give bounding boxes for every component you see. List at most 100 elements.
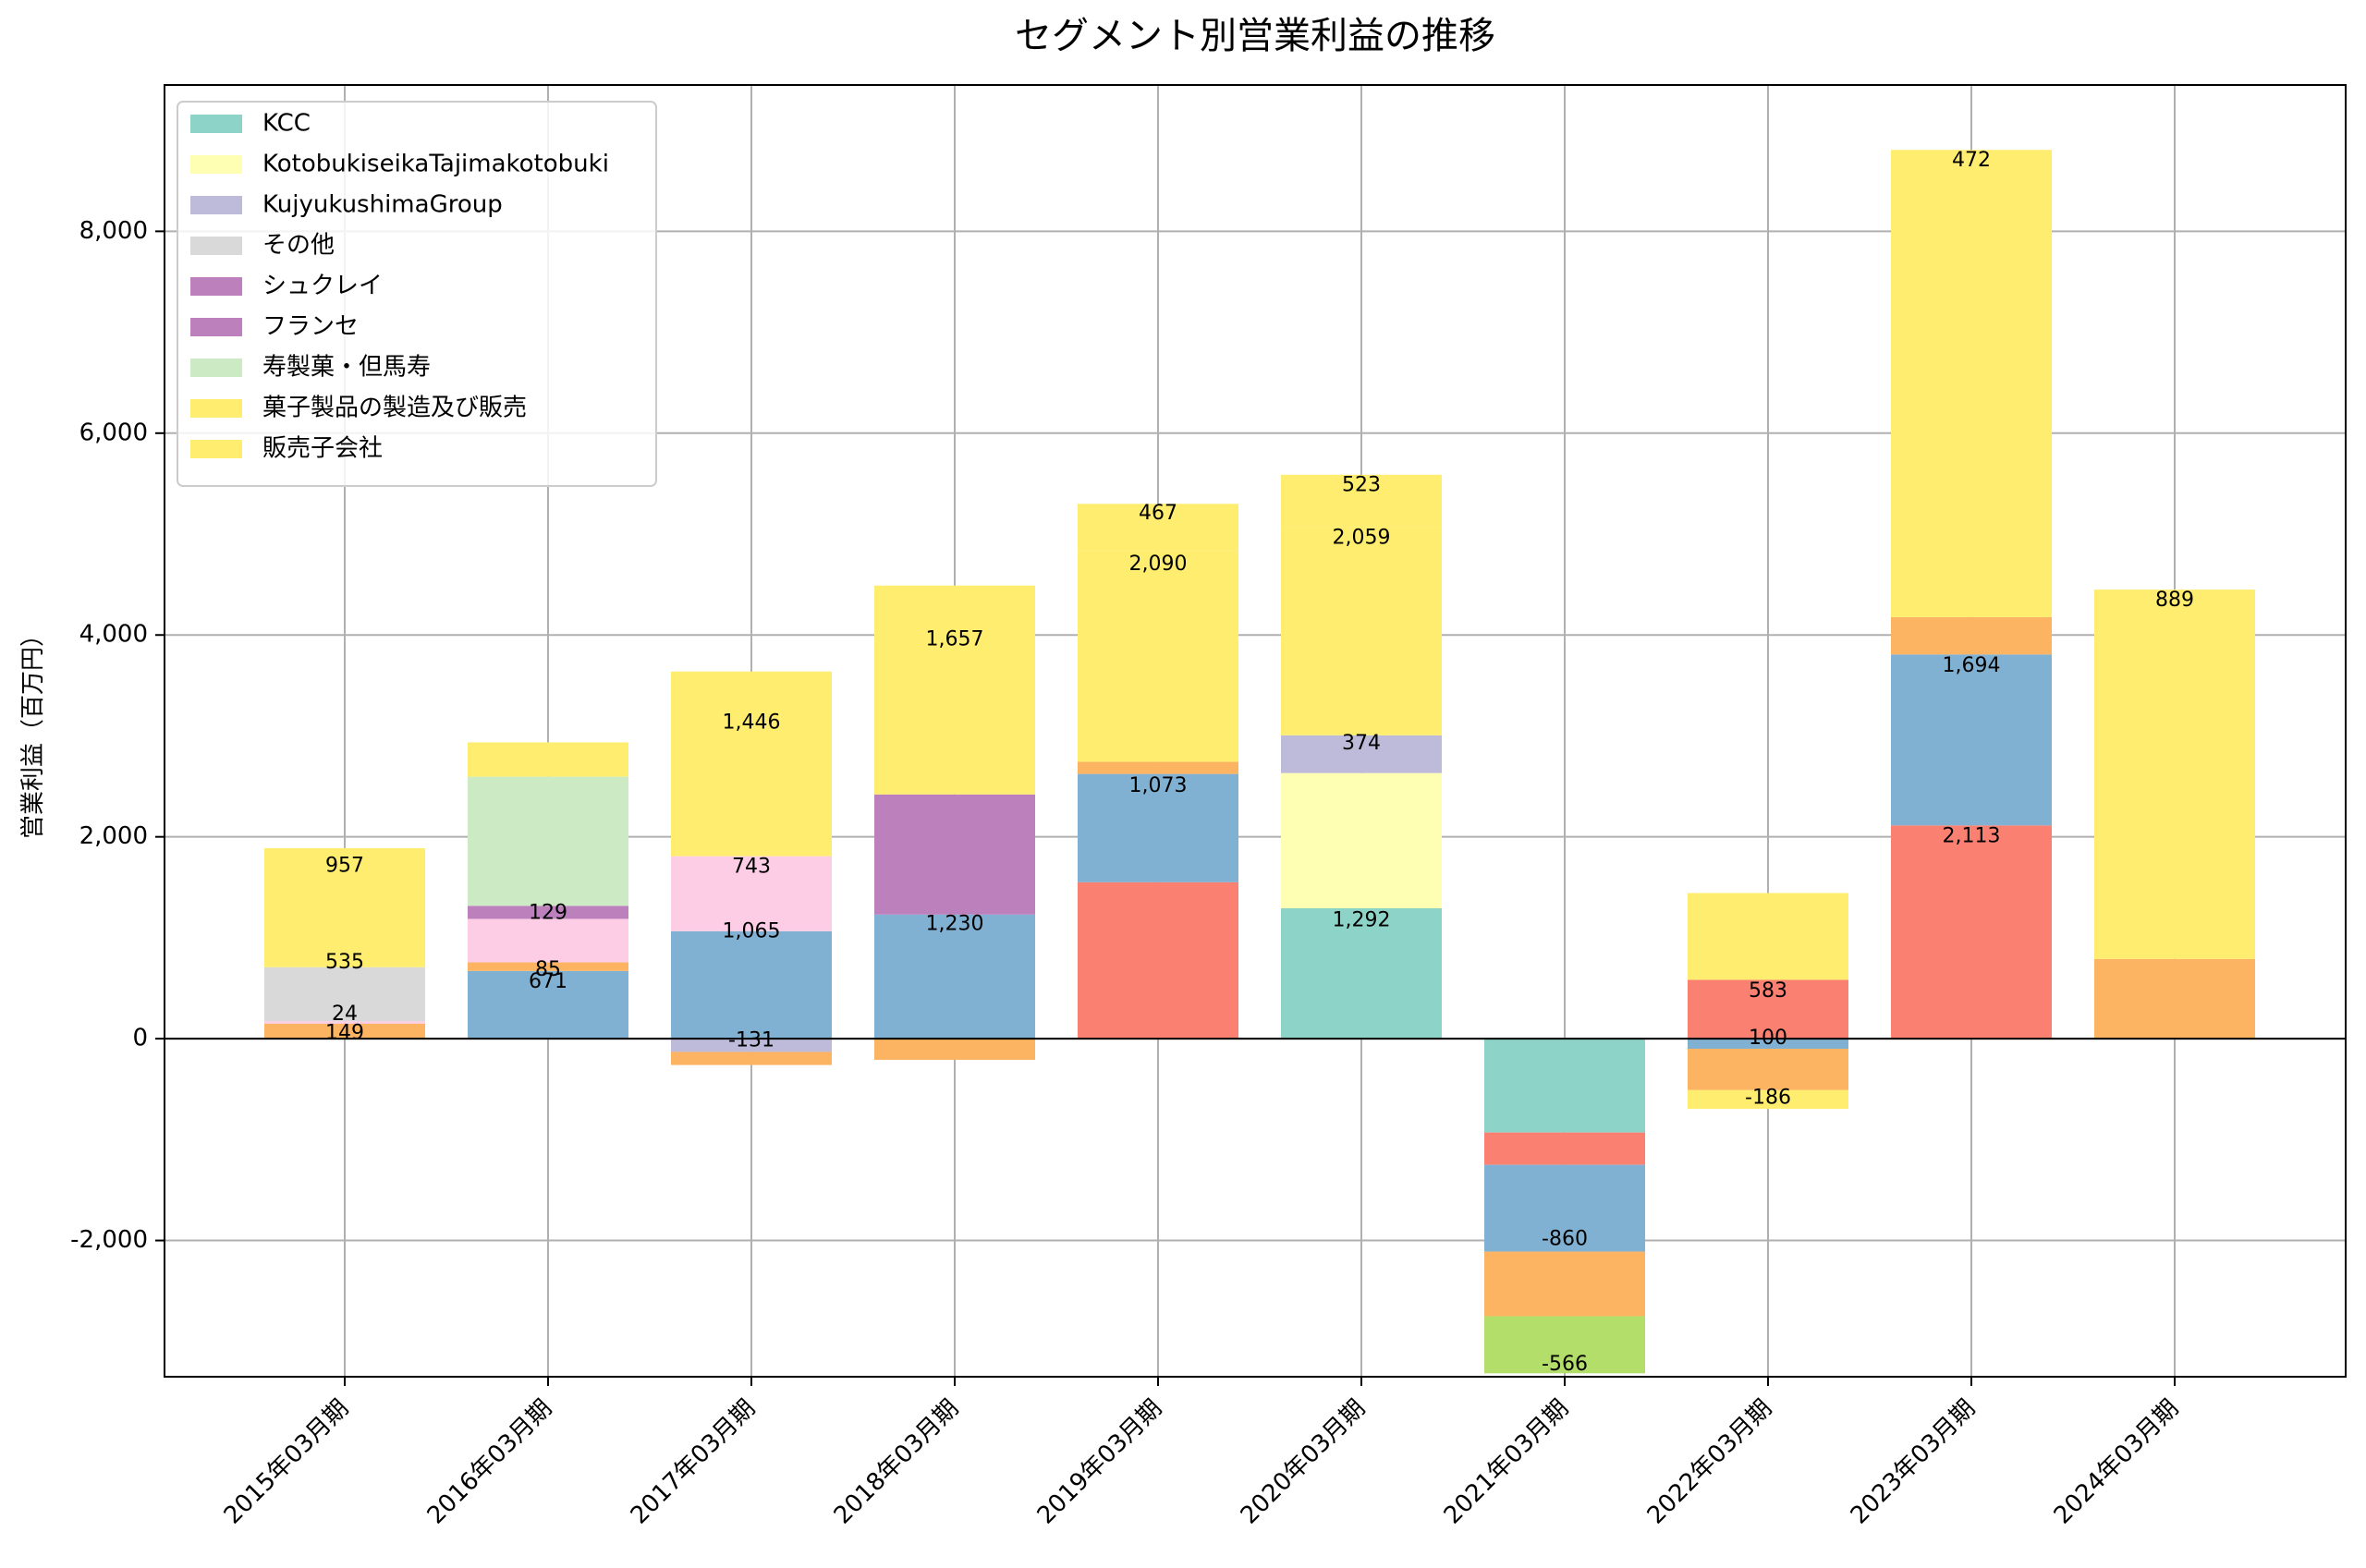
data-label: 743 xyxy=(732,855,771,878)
bar-segment xyxy=(1078,761,1238,774)
bar-segment xyxy=(2094,958,2255,1039)
legend-label: フランセ xyxy=(262,313,359,341)
legend-swatch xyxy=(190,277,242,296)
data-label: 1,230 xyxy=(926,913,984,936)
data-label: 85 xyxy=(535,958,561,981)
legend-swatch xyxy=(190,115,242,133)
data-label: 1,657 xyxy=(926,628,984,651)
legend-swatch xyxy=(190,318,242,336)
legend-swatch xyxy=(190,399,242,418)
data-label: 100 xyxy=(1749,1027,1787,1050)
bar-segment xyxy=(874,1039,1035,1061)
bar-segment xyxy=(874,585,1035,795)
data-label: 671 xyxy=(529,970,567,993)
bar-segment xyxy=(1891,825,2052,1039)
legend-label: KCC xyxy=(262,110,311,138)
bar-segment xyxy=(468,962,628,971)
bar-segment xyxy=(671,1039,832,1052)
bar-segment xyxy=(468,918,628,963)
legend-label: KotobukiseikaTajimakotobuki xyxy=(262,151,609,178)
bar-segment xyxy=(1078,504,1238,552)
bar-segment xyxy=(1484,1251,1645,1317)
bar-segment xyxy=(264,966,425,1022)
bar-segment xyxy=(1484,1039,1645,1133)
legend-label: その他 xyxy=(262,232,335,260)
data-label: 523 xyxy=(1342,474,1381,497)
legend-swatch xyxy=(190,237,242,255)
bar-segment xyxy=(1891,616,2052,655)
bar-segment xyxy=(1688,893,1848,980)
bar-segment xyxy=(1078,551,1238,762)
legend-swatch xyxy=(190,155,242,174)
bar-segment xyxy=(264,1021,425,1024)
bar-segment xyxy=(264,847,425,967)
y-tick-label: 6,000 xyxy=(79,419,148,446)
bar-segment xyxy=(468,970,628,1039)
bar-segment xyxy=(671,856,832,931)
bar-segment xyxy=(1891,654,2052,826)
data-label: 889 xyxy=(2155,589,2194,612)
y-tick-label: 4,000 xyxy=(79,621,148,649)
bar-segment xyxy=(264,1023,425,1039)
y-tick-label: 0 xyxy=(132,1025,148,1052)
legend-swatch xyxy=(190,359,242,377)
data-label: 2,090 xyxy=(1129,553,1188,576)
bar-segment xyxy=(671,671,832,857)
data-label: 1,073 xyxy=(1129,774,1188,797)
legend-box xyxy=(177,101,657,487)
bar-segment xyxy=(1484,1132,1645,1165)
bar-segment xyxy=(671,930,832,1039)
legend: KCC KotobukiseikaTajimakotobuki Kujyukushi… xyxy=(177,101,657,487)
bar-segment xyxy=(874,914,1035,1039)
data-label: 1,065 xyxy=(723,919,781,942)
data-label: 149 xyxy=(325,1022,364,1045)
bars xyxy=(264,150,2255,1374)
y-tick-label: 2,000 xyxy=(79,822,148,850)
data-label: -566 xyxy=(1542,1353,1588,1376)
bar-segment xyxy=(1688,1039,1848,1050)
data-label: -131 xyxy=(728,1028,774,1051)
bar-segment xyxy=(671,1051,832,1065)
data-label: 467 xyxy=(1139,502,1177,525)
data-label: 129 xyxy=(529,902,567,925)
bar-segment xyxy=(468,776,628,906)
data-label: 1,446 xyxy=(723,711,781,734)
chart-title: セグメント別営業利益の推移 xyxy=(1015,15,1495,57)
data-label: 2,113 xyxy=(1943,825,2001,848)
bar-segment xyxy=(1484,1316,1645,1374)
legend-swatch xyxy=(190,440,242,458)
y-axis-label: 営業利益（百万円） xyxy=(19,623,47,839)
data-label: -860 xyxy=(1542,1227,1588,1250)
bar-segment xyxy=(1688,1089,1848,1110)
legend-label: 販売子会社 xyxy=(262,435,383,463)
bar-segment xyxy=(468,742,628,777)
data-label: 957 xyxy=(325,854,364,877)
bar-segment xyxy=(1688,1049,1848,1090)
bar-segment xyxy=(1281,772,1442,909)
data-label: 535 xyxy=(325,951,364,974)
data-label: 583 xyxy=(1749,979,1787,1003)
bar-segment xyxy=(1078,881,1238,1039)
bar-segment xyxy=(874,794,1035,915)
bar-segment xyxy=(1281,527,1442,735)
legend-label: 寿製菓・但馬寿 xyxy=(262,354,431,382)
bar-segment xyxy=(1281,735,1442,773)
data-label: 472 xyxy=(1952,149,1991,172)
data-label: 374 xyxy=(1342,732,1381,755)
data-label: -186 xyxy=(1745,1087,1791,1110)
bar-segment xyxy=(1281,908,1442,1039)
bar-segment xyxy=(1484,1164,1645,1252)
bar-segment xyxy=(1281,474,1442,528)
legend-label: KujyukushimaGroup xyxy=(262,191,503,219)
bar-segment xyxy=(1891,150,2052,617)
legend-label: 菓子製品の製造及び販売 xyxy=(262,395,527,422)
legend-swatch xyxy=(190,196,242,214)
data-label: 24 xyxy=(332,1003,358,1026)
bar-segment xyxy=(1078,773,1238,882)
y-tick-label: 8,000 xyxy=(79,217,148,245)
data-label: 2,059 xyxy=(1333,526,1391,549)
legend-label: シュクレイ xyxy=(262,273,383,300)
